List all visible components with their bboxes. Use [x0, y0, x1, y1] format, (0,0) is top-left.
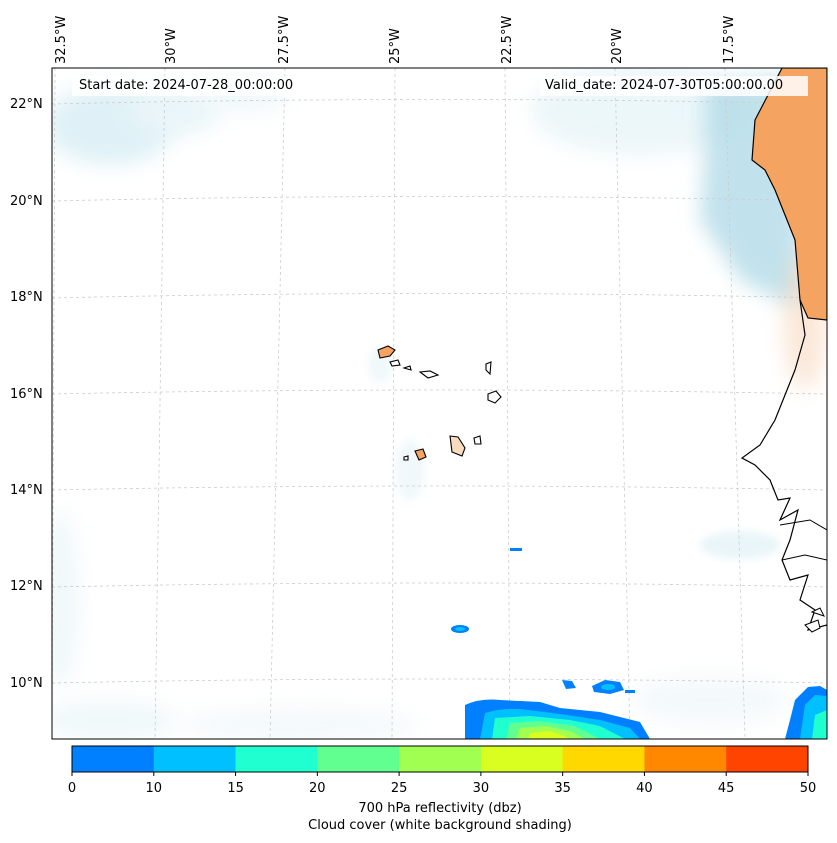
colorbar-tick-label: 10 — [145, 781, 163, 796]
reflectivity-cells — [451, 548, 827, 739]
colorbar-segment — [480, 746, 564, 772]
start-date-label: Start date: 2024-07-28_00:00:00 — [79, 78, 294, 93]
africa-coastline — [740, 299, 827, 631]
colorbar-segment — [153, 746, 237, 772]
lat-label: 12°N — [10, 579, 43, 594]
colorbar-segment — [235, 746, 318, 772]
colorbar-tick-label: 45 — [717, 781, 735, 796]
cape-verde-islands — [377, 345, 502, 461]
lon-label: 17.5°W — [722, 15, 737, 64]
colorbar-tick-label: 50 — [799, 781, 817, 796]
map-frame — [51, 67, 828, 740]
colorbar-segment — [399, 746, 482, 772]
lon-label: 30°W — [164, 28, 179, 64]
lon-label: 22.5°W — [500, 15, 515, 64]
lon-label: 27.5°W — [277, 15, 292, 64]
colorbar-segment — [317, 746, 400, 772]
cloud-cover — [52, 68, 790, 739]
senegal-river — [779, 519, 827, 531]
map-background — [52, 68, 827, 739]
lon-label: 32.5°W — [54, 15, 69, 64]
colorbar-tick-label: 20 — [309, 781, 326, 796]
lat-label: 10°N — [10, 676, 43, 691]
colorbar-tick-label: 0 — [67, 781, 77, 796]
colorbar — [71, 745, 809, 776]
gambia-coast — [781, 554, 827, 561]
guinea-bissau-islands — [804, 607, 825, 633]
colorbar-tick-label: 15 — [227, 781, 244, 796]
lon-label: 20°W — [610, 28, 625, 64]
colorbar-border — [71, 745, 809, 773]
lat-label: 18°N — [10, 290, 43, 305]
lat-label: 22°N — [10, 97, 43, 112]
lon-label: 25°W — [388, 28, 403, 64]
africa-land — [751, 68, 827, 321]
colorbar-tick-label: 30 — [472, 781, 490, 796]
colorbar-tick-label: 35 — [554, 781, 571, 796]
lat-label: 14°N — [10, 483, 43, 498]
colorbar-subtitle: Cloud cover (white background shading) — [308, 818, 572, 833]
lat-label: 20°N — [10, 194, 43, 209]
valid-date-label: Valid_date: 2024-07-30T05:00:00.00 — [545, 78, 784, 93]
colorbar-segment — [644, 746, 727, 772]
colorbar-tick-label: 25 — [390, 781, 408, 796]
colorbar-segment — [726, 746, 809, 772]
colorbar-segment — [72, 746, 155, 772]
valid-date-box — [540, 76, 808, 96]
lat-label: 16°N — [10, 387, 43, 402]
colorbar-title: 700 hPa reflectivity (dbz) — [358, 801, 522, 816]
colorbar-segment — [562, 746, 645, 772]
colorbar-tick-label: 40 — [636, 781, 653, 796]
start-date-box — [72, 76, 310, 96]
